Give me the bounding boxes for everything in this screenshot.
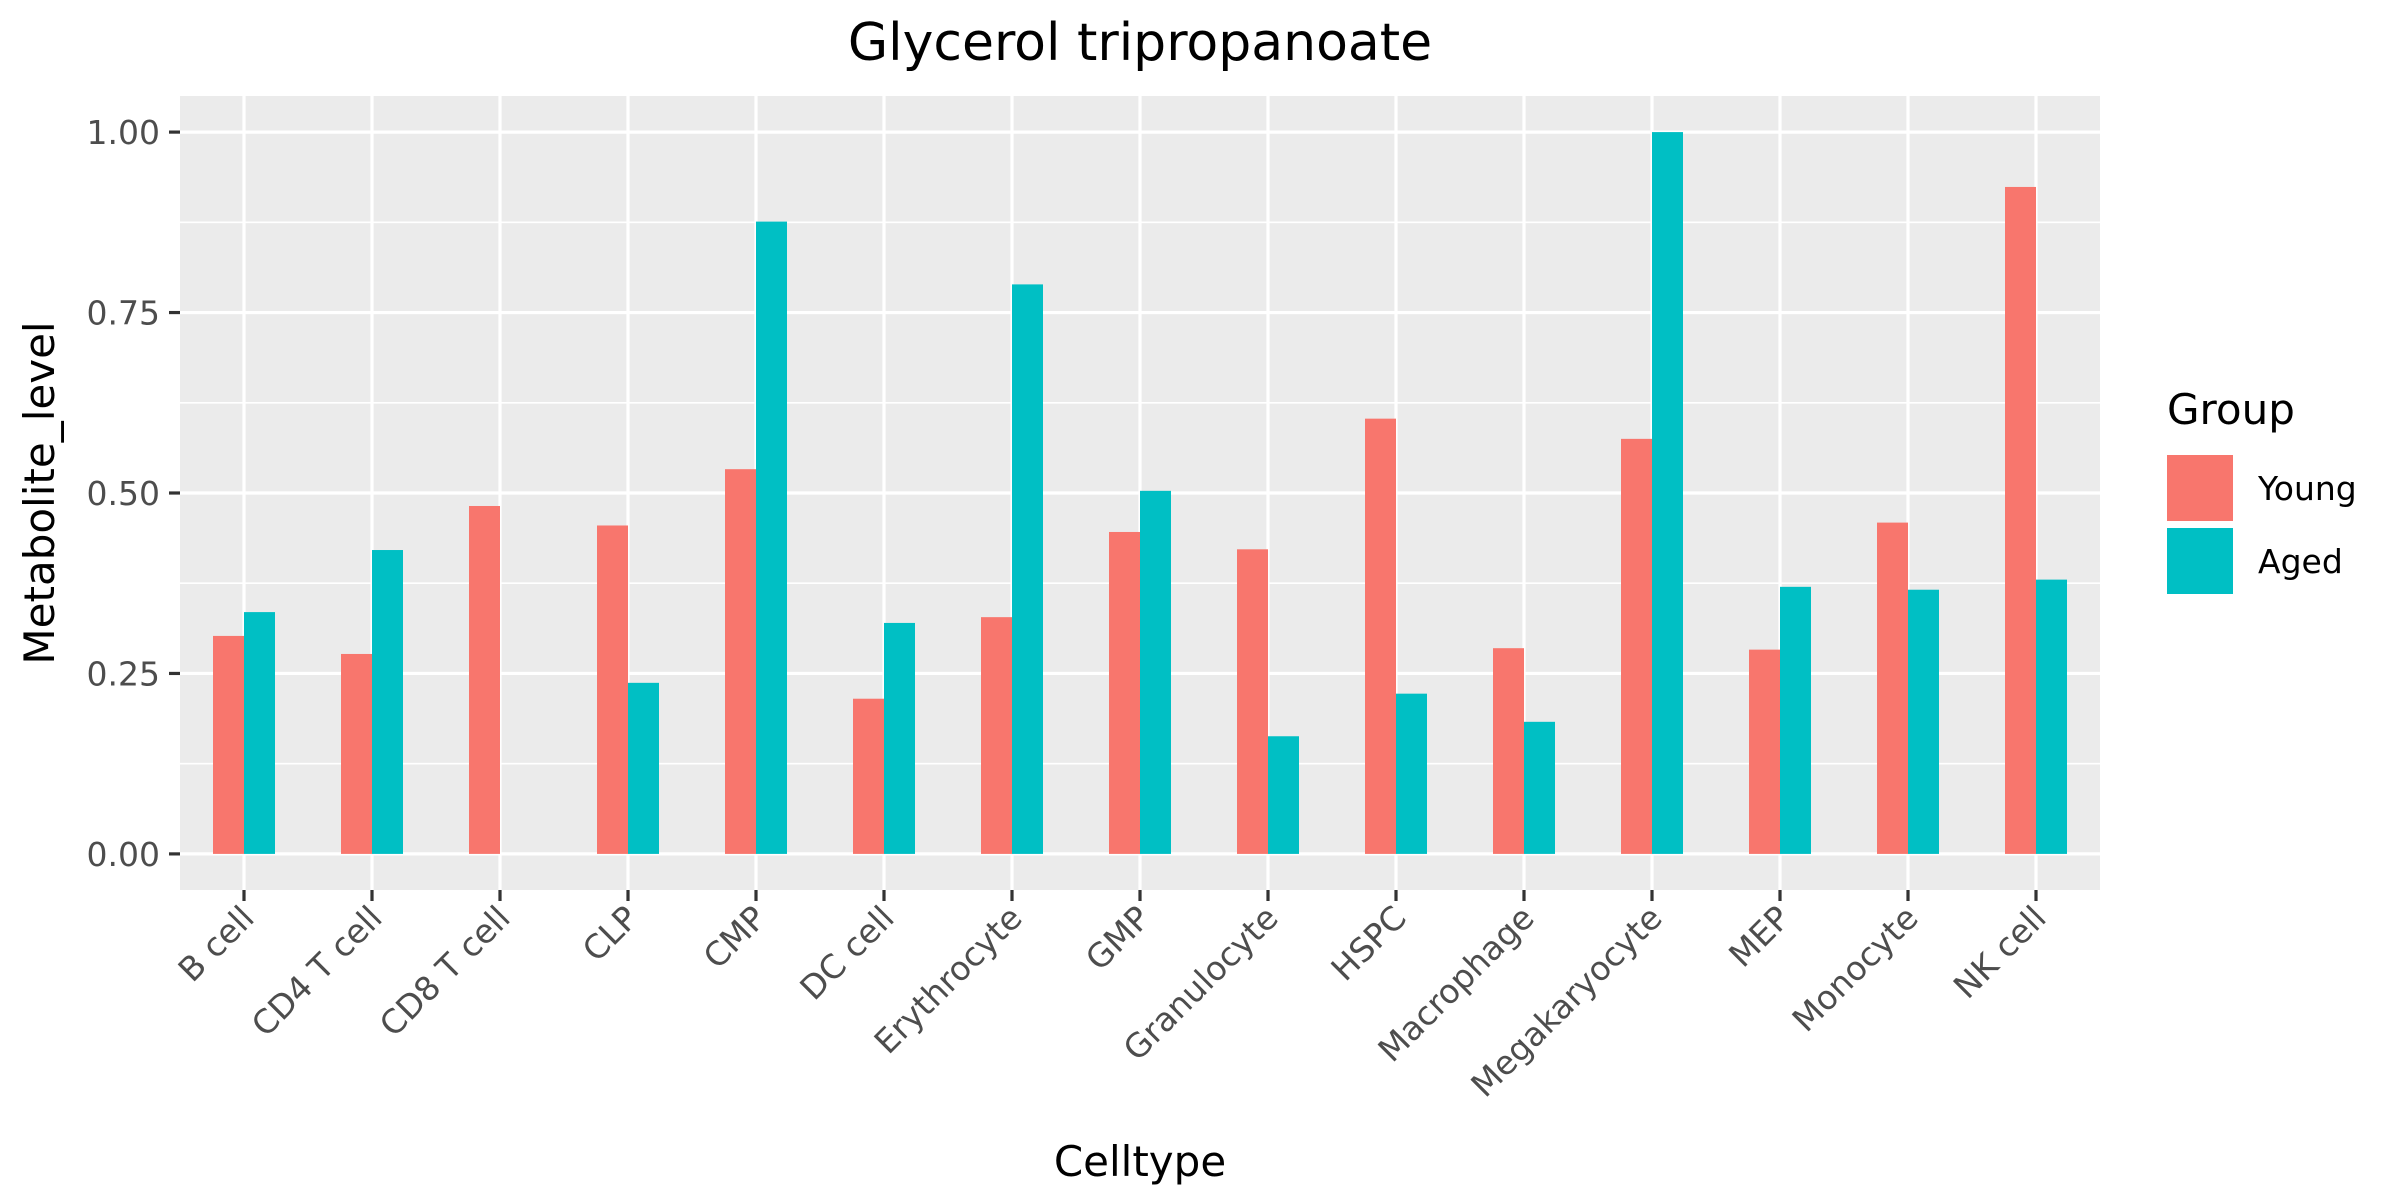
x-tick-label: MEP xyxy=(1721,898,1798,975)
x-tick-label: HSPC xyxy=(1323,898,1413,988)
bar-young xyxy=(1621,438,1652,854)
bar-aged xyxy=(1012,284,1043,854)
bar-aged xyxy=(244,612,275,854)
bar-young xyxy=(1749,649,1780,854)
legend-title: Group xyxy=(2167,385,2295,434)
bar-young xyxy=(213,635,244,854)
x-tick-label: GMP xyxy=(1078,898,1158,978)
bar-aged xyxy=(1780,586,1811,854)
bar-young xyxy=(2005,186,2036,854)
x-tick-label: Monocyte xyxy=(1784,898,1925,1039)
bar-aged xyxy=(1908,589,1939,854)
legend: Group Young Aged xyxy=(2167,385,2357,594)
bars xyxy=(213,132,2067,854)
y-tick-label: 0.75 xyxy=(87,294,160,333)
bar-aged xyxy=(1140,490,1171,854)
x-tick-label: DC cell xyxy=(792,898,901,1007)
legend-key-young xyxy=(2167,455,2233,521)
bar-young xyxy=(853,698,884,854)
y-tick-label: 0.25 xyxy=(87,654,160,693)
bar-aged xyxy=(1524,721,1555,854)
bar-young xyxy=(597,525,628,854)
bar-young xyxy=(1365,418,1396,854)
bar-young xyxy=(341,653,372,854)
x-tick-label: CD4 T cell xyxy=(244,898,390,1044)
bar-young xyxy=(1877,522,1908,854)
bar-aged xyxy=(756,221,787,854)
bar-aged xyxy=(628,682,659,854)
legend-label-young: Young xyxy=(2257,469,2357,508)
y-tick-label: 0.50 xyxy=(87,474,160,513)
bar-aged xyxy=(2036,579,2067,854)
bar-aged xyxy=(1396,693,1427,854)
legend-label-aged: Aged xyxy=(2258,542,2343,581)
bar-young xyxy=(725,469,756,854)
x-tick-label: NK cell xyxy=(1946,898,2054,1006)
y-tick-label: 0.00 xyxy=(87,835,160,874)
x-axis-title: Celltype xyxy=(1054,1137,1226,1186)
x-tick-label: B cell xyxy=(170,898,261,989)
x-tick-label: CD8 T cell xyxy=(372,898,518,1044)
bar-aged xyxy=(1268,736,1299,854)
legend-key-aged xyxy=(2167,528,2233,594)
chart-title: Glycerol tripropanoate xyxy=(848,13,1432,73)
y-axis: 0.00 0.25 0.50 0.75 1.00 xyxy=(87,113,180,874)
bar-aged xyxy=(372,550,403,854)
bar-aged xyxy=(884,622,915,854)
bar-young xyxy=(1493,648,1524,854)
x-tick-label: CLP xyxy=(575,898,646,969)
bar-aged xyxy=(1652,132,1683,854)
y-tick-label: 1.00 xyxy=(87,113,160,152)
y-axis-title: Metabolite_level xyxy=(15,321,64,664)
x-tick-label: CMP xyxy=(696,898,774,976)
bar-young xyxy=(981,617,1012,854)
bar-young xyxy=(1109,531,1140,854)
bar-young xyxy=(469,505,500,854)
bar-young xyxy=(1237,549,1268,854)
